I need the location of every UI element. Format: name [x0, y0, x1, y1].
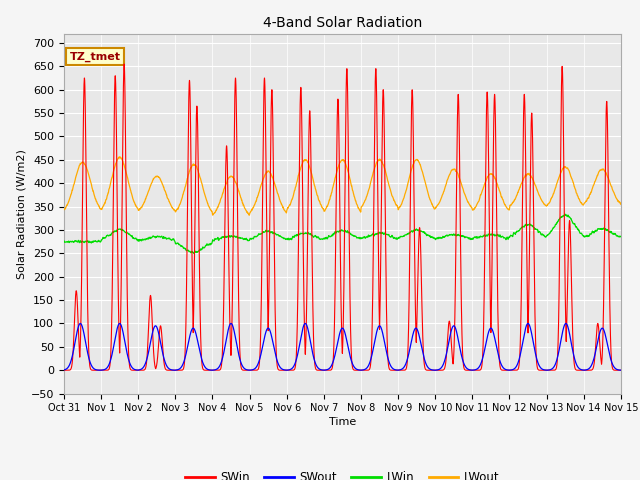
Legend: SWin, SWout, LWin, LWout: SWin, SWout, LWin, LWout — [180, 466, 504, 480]
Y-axis label: Solar Radiation (W/m2): Solar Radiation (W/m2) — [17, 149, 27, 278]
X-axis label: Time: Time — [329, 418, 356, 428]
Title: 4-Band Solar Radiation: 4-Band Solar Radiation — [263, 16, 422, 30]
Text: TZ_tmet: TZ_tmet — [70, 51, 120, 62]
